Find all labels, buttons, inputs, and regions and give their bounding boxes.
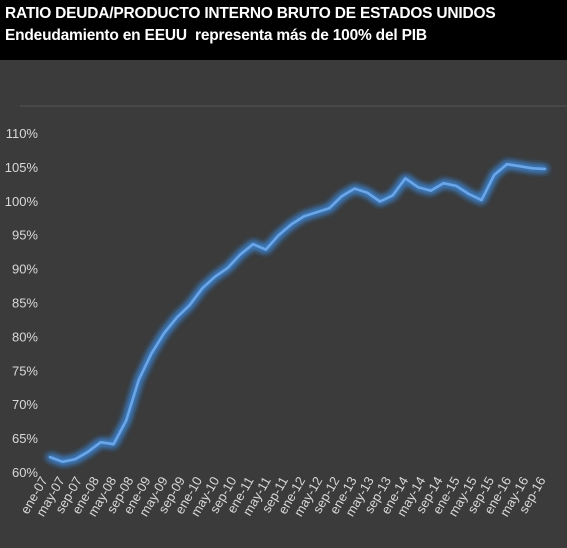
data-point — [125, 419, 128, 422]
data-point — [290, 223, 293, 226]
y-tick-label: 80% — [12, 329, 38, 344]
data-point — [467, 192, 470, 196]
data-point — [340, 194, 344, 198]
y-tick-label: 110% — [6, 126, 39, 141]
data-point — [429, 189, 432, 192]
data-point — [188, 304, 191, 307]
data-point — [378, 200, 382, 203]
series-glow — [47, 161, 548, 465]
y-axis: 60% 65% 70% 75% 80% 85% 90% 95% 100% 105% 110% — [5, 126, 39, 480]
y-tick-label: 65% — [12, 431, 38, 446]
data-point — [74, 457, 77, 461]
data-point — [404, 177, 407, 180]
data-point — [201, 287, 204, 290]
y-tick-label: 75% — [12, 363, 38, 378]
data-point — [505, 163, 509, 166]
data-point — [302, 215, 305, 218]
data-point — [366, 191, 369, 194]
data-point — [48, 455, 52, 459]
series-line — [48, 162, 547, 464]
data-point — [493, 173, 496, 177]
x-axis: ene-07may-07sep-07ene-08may-08sep-08ene-… — [17, 474, 548, 519]
y-tick-label: 85% — [12, 296, 38, 311]
data-point — [175, 316, 179, 319]
y-tick-label: 95% — [12, 228, 38, 243]
data-point — [328, 207, 331, 210]
data-point — [518, 165, 521, 168]
y-tick-label: 100% — [5, 194, 39, 209]
data-point — [239, 253, 242, 256]
line-chart: 60% 65% 70% 75% 80% 85% 90% 95% 100% 105% 110% ene… — [5, 105, 567, 519]
data-point — [61, 460, 64, 463]
chart-header: RATIO DEUDA/PRODUCTO INTERNO BRUTO DE ES… — [0, 0, 567, 60]
data-point — [99, 441, 103, 444]
chart-subtitle: Endeudamiento en EEUU representa más de … — [5, 27, 427, 44]
data-point — [264, 248, 267, 251]
y-tick-label: 70% — [12, 397, 38, 412]
y-tick-label: 105% — [5, 160, 39, 175]
data-point — [226, 266, 229, 270]
data-point — [391, 194, 394, 197]
data-point — [277, 234, 280, 237]
data-point — [86, 450, 90, 453]
data-point — [251, 243, 255, 246]
data-point — [353, 187, 356, 190]
data-point — [455, 184, 458, 188]
data-point — [480, 198, 483, 202]
data-point — [442, 182, 445, 185]
data-point — [543, 167, 547, 171]
series-group — [47, 161, 548, 465]
y-tick-label: 90% — [12, 262, 38, 277]
data-point — [150, 352, 153, 355]
y-tick-label: 60% — [12, 465, 38, 480]
data-point — [112, 443, 115, 446]
data-point — [416, 186, 420, 189]
data-point — [137, 378, 140, 381]
data-point — [213, 275, 217, 278]
data-point — [315, 211, 318, 214]
data-point — [531, 167, 534, 170]
chart-title: RATIO DEUDA/PRODUCTO INTERNO BRUTO DE ES… — [5, 5, 496, 22]
data-point — [163, 331, 166, 335]
plot-area: 60% 65% 70% 75% 80% 85% 90% 95% 100% 105% 110% ene… — [0, 60, 567, 548]
